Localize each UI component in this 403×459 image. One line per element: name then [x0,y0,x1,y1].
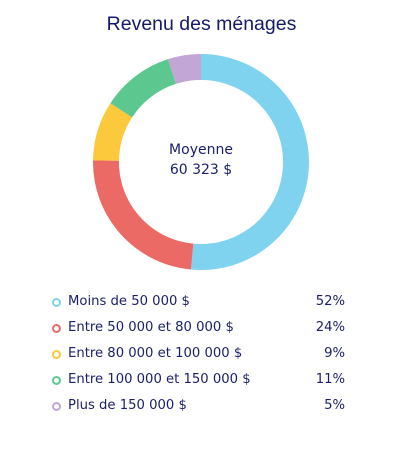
center-summary: Moyenne 60 323 $ [101,140,301,180]
legend-swatch [52,376,61,385]
donut-slice [93,103,133,161]
legend-label: Entre 80 000 et 100 000 $ [68,346,243,361]
legend-value: 9% [324,346,345,361]
donut-slice [167,54,201,84]
donut-hole [119,80,283,244]
legend-item: Moins de 50 000 $ 52% [52,293,345,319]
legend-label: Entre 100 000 et 150 000 $ [68,372,251,387]
center-label: Moyenne [169,142,233,158]
donut-slice [110,59,176,118]
legend-swatch [52,402,61,411]
center-value: 60 323 $ [169,162,233,178]
legend-swatch [52,324,61,333]
legend-value: 11% [315,372,345,387]
legend-label: Plus de 150 000 $ [68,398,187,413]
legend-value: 52% [315,294,345,309]
legend-label: Entre 50 000 et 80 000 $ [68,320,234,335]
legend-value: 5% [324,398,345,413]
donut-slice [190,54,310,270]
donut-slice [93,160,194,270]
chart-title: Revenu des ménages [106,13,297,35]
legend-item: Entre 80 000 et 100 000 $ 9% [52,345,345,371]
legend-item: Plus de 150 000 $ 5% [52,397,345,423]
legend: Moins de 50 000 $ 52% Entre 50 000 et 80… [52,293,345,423]
legend-item: Entre 100 000 et 150 000 $ 11% [52,371,345,397]
legend-item: Entre 50 000 et 80 000 $ 24% [52,319,345,345]
legend-label: Moins de 50 000 $ [68,294,190,309]
legend-swatch [52,350,61,359]
legend-value: 24% [315,320,345,335]
legend-swatch [52,298,61,307]
